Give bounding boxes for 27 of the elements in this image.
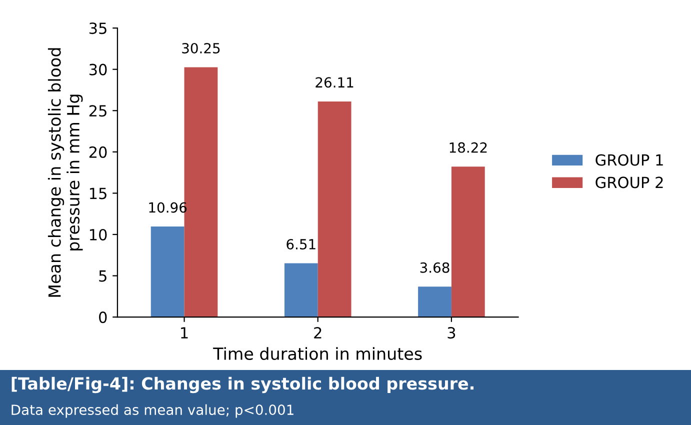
bar	[451, 166, 485, 318]
text: Data expressed as mean value; p<0.001	[12, 404, 294, 418]
data-label: 18.22	[450, 142, 487, 153]
x-axis-title: Time duration in minutes	[213, 347, 422, 360]
bar	[418, 286, 452, 318]
y-tick-label: 20	[89, 146, 107, 158]
data-label: 30.25	[182, 42, 220, 54]
x-tick-label: 2	[314, 327, 322, 338]
y-tick-label: 25	[89, 105, 106, 117]
legend-label: GROUP 1	[596, 154, 663, 166]
y-tick-label: 5	[99, 270, 106, 282]
y-tick-label: 30	[89, 64, 107, 76]
y-tick-label: 0	[99, 312, 107, 324]
data-label: 26.11	[316, 77, 354, 88]
y-tick-label: 15	[90, 188, 106, 200]
x-tick-label: 1	[181, 327, 188, 338]
data-label: 3.68	[420, 262, 450, 273]
bar	[150, 226, 184, 318]
y-tick-label: 10	[90, 228, 107, 240]
y-axis-title: Mean change in systolic blood pressure in mm Hg	[48, 48, 83, 297]
data-label: 6.51	[286, 238, 316, 250]
legend-label: GROUP 2	[596, 176, 663, 188]
bar	[284, 263, 318, 318]
y-tick-label: 35	[89, 22, 106, 34]
bar	[318, 101, 352, 318]
x-tick-label: 3	[448, 327, 456, 339]
text: [Table/Fig-4]: Changes in systolic blood pressure.	[12, 376, 474, 394]
